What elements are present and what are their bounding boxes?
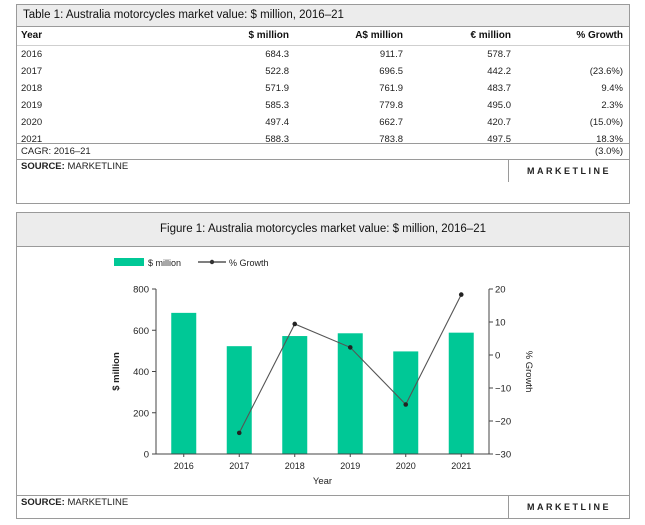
bar-2017 bbox=[226, 346, 252, 454]
source-value: MARKETLINE bbox=[67, 497, 129, 508]
table-row: 2017 522.8 696.5 442.2 (23.6%) bbox=[17, 63, 629, 80]
cell-year: 2019 bbox=[21, 100, 43, 111]
y2-tick-label: −30 bbox=[495, 450, 511, 461]
cell-year: 2017 bbox=[21, 66, 43, 77]
data-table: Year $ million A$ million € million % Gr… bbox=[17, 27, 629, 148]
cell-year: 2018 bbox=[21, 83, 43, 94]
source-label: SOURCE: bbox=[21, 161, 65, 172]
legend-label-bars: $ million bbox=[148, 258, 181, 268]
y-tick-label: 400 bbox=[133, 367, 149, 378]
cell-growth: (23.6%) bbox=[589, 66, 623, 77]
x-tick-label: 2019 bbox=[340, 461, 360, 471]
cell-eur: 483.7 bbox=[487, 83, 511, 94]
table-row: 2019 585.3 779.8 495.0 2.3% bbox=[17, 97, 629, 114]
y2-tick-label: −20 bbox=[495, 417, 511, 428]
bar-2018 bbox=[282, 336, 308, 454]
legend-marker-line bbox=[209, 259, 215, 265]
table-row: 2020 497.4 662.7 420.7 (15.0%) bbox=[17, 114, 629, 131]
growth-point-2020 bbox=[403, 402, 409, 407]
bar-2016 bbox=[171, 312, 197, 454]
chart-source: SOURCE: MARKETLINE bbox=[21, 496, 128, 510]
column-header-year: Year bbox=[21, 30, 43, 41]
cell-growth: 18.3% bbox=[596, 134, 623, 145]
x-tick-label: 2016 bbox=[174, 461, 194, 471]
growth-point-2018 bbox=[292, 321, 298, 327]
chart: $ million % Growth 0 200 400 600 800 −30 −20 −10 0… bbox=[111, 258, 534, 487]
table-source-row: SOURCE: MARKETLINE MARKETLINE bbox=[17, 159, 629, 182]
cell-eur: 442.2 bbox=[487, 66, 511, 77]
bar-2019 bbox=[337, 333, 363, 454]
cell-usd: 571.9 bbox=[265, 83, 289, 94]
growth-point-2019 bbox=[347, 345, 353, 350]
table-row: 2021 588.3 783.8 497.5 18.3% bbox=[17, 131, 629, 148]
cell-year: 2021 bbox=[21, 134, 43, 145]
cell-eur: 497.5 bbox=[487, 134, 511, 145]
y-tick-label: 800 bbox=[133, 285, 149, 296]
cell-eur: 495.0 bbox=[487, 100, 511, 111]
cagr-label: CAGR: 2016–21 bbox=[21, 146, 91, 157]
growth-point-2021 bbox=[458, 292, 464, 297]
cell-usd: 588.3 bbox=[265, 134, 289, 145]
source-label: SOURCE: bbox=[21, 497, 65, 508]
y-tick-label: 200 bbox=[133, 408, 149, 419]
table-source: SOURCE: MARKETLINE bbox=[21, 160, 128, 174]
brand-logo: MARKETLINE bbox=[508, 160, 629, 182]
cell-usd: 522.8 bbox=[265, 66, 289, 77]
source-value: MARKETLINE bbox=[67, 161, 129, 172]
y-tick-label: 0 bbox=[144, 450, 149, 461]
cell-aud: 761.9 bbox=[379, 83, 403, 94]
cagr-row: CAGR: 2016–21 (3.0%) bbox=[17, 143, 629, 160]
growth-point-2017 bbox=[236, 430, 242, 436]
column-header-usd: $ million bbox=[248, 30, 289, 41]
figure-title: Figure 1: Australia motorcycles market v… bbox=[17, 213, 629, 247]
table-row: 2018 571.9 761.9 483.7 9.4% bbox=[17, 80, 629, 97]
y-axis-label: $ million bbox=[111, 352, 122, 391]
cell-year: 2020 bbox=[21, 117, 43, 128]
cell-growth: (15.0%) bbox=[589, 117, 623, 128]
y2-tick-label: −10 bbox=[495, 384, 511, 395]
cell-growth: 2.3% bbox=[601, 100, 623, 111]
y-tick-label: 600 bbox=[133, 326, 149, 337]
x-tick-label: 2017 bbox=[229, 461, 249, 471]
legend-swatch-bars bbox=[114, 258, 144, 266]
y2-tick-label: 10 bbox=[495, 318, 506, 329]
x-axis-label: Year bbox=[313, 476, 332, 487]
y2-tick-label: 0 bbox=[495, 351, 500, 362]
column-header-growth: % Growth bbox=[576, 30, 623, 41]
chart-panel: Figure 1: Australia motorcycles market v… bbox=[16, 212, 630, 519]
cell-aud: 779.8 bbox=[379, 100, 403, 111]
table-row: 2016 684.3 911.7 578.7 bbox=[17, 46, 629, 63]
column-header-aud: A$ million bbox=[355, 30, 403, 41]
y2-tick-label: 20 bbox=[495, 285, 506, 296]
cell-usd: 497.4 bbox=[265, 117, 289, 128]
cell-aud: 696.5 bbox=[379, 66, 403, 77]
table-header-row: Year $ million A$ million € million % Gr… bbox=[17, 27, 629, 46]
brand-logo: MARKETLINE bbox=[508, 496, 629, 519]
x-tick-label: 2018 bbox=[285, 461, 305, 471]
cell-eur: 578.7 bbox=[487, 49, 511, 60]
chart-source-row: SOURCE: MARKETLINE MARKETLINE bbox=[17, 495, 629, 519]
cell-eur: 420.7 bbox=[487, 117, 511, 128]
cell-year: 2016 bbox=[21, 49, 43, 60]
table-title: Table 1: Australia motorcycles market va… bbox=[17, 5, 629, 27]
bar-2021 bbox=[448, 332, 474, 454]
column-header-eur: € million bbox=[470, 30, 511, 41]
x-tick-label: 2020 bbox=[396, 461, 416, 471]
cell-usd: 684.3 bbox=[265, 49, 289, 60]
cagr-value: (3.0%) bbox=[595, 146, 623, 157]
cell-usd: 585.3 bbox=[265, 100, 289, 111]
cell-aud: 662.7 bbox=[379, 117, 403, 128]
table-panel: Table 1: Australia motorcycles market va… bbox=[16, 4, 630, 204]
x-tick-label: 2021 bbox=[451, 461, 471, 471]
y2-axis-label: % Growth bbox=[523, 351, 534, 393]
cell-aud: 911.7 bbox=[379, 49, 403, 60]
cell-growth: 9.4% bbox=[601, 83, 623, 94]
cell-aud: 783.8 bbox=[379, 134, 403, 145]
legend-label-line: % Growth bbox=[229, 258, 269, 268]
